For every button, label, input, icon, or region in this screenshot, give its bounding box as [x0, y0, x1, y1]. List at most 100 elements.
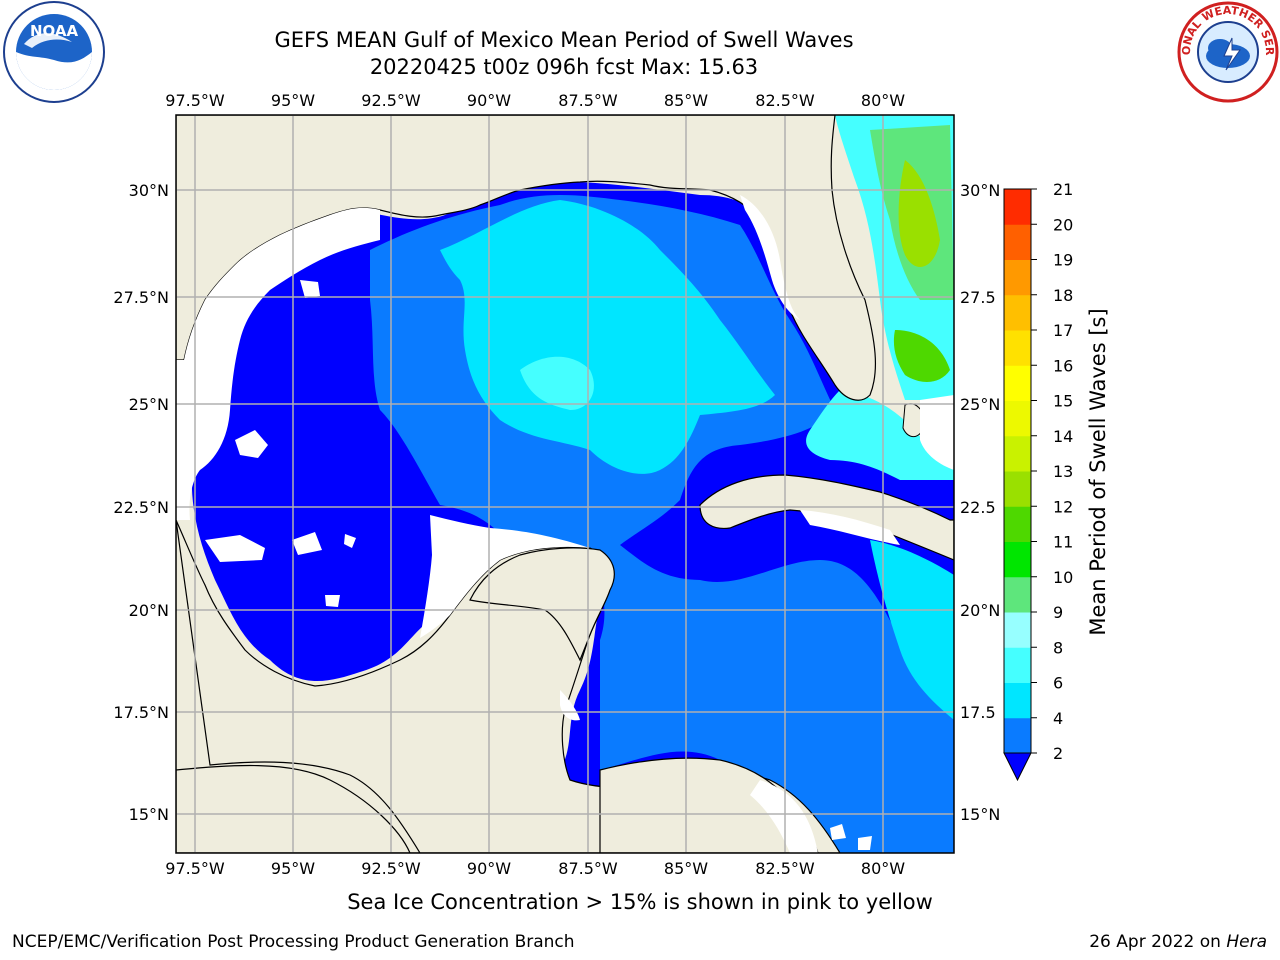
- footer-date-text: 26 Apr 2022 on: [1089, 932, 1227, 952]
- colorbar-segment: [1004, 647, 1031, 683]
- nodata-west-shelf: [176, 207, 380, 520]
- colorbar-segment: [1004, 506, 1031, 542]
- lon-label: 97.5°W: [165, 859, 225, 878]
- lat-label: 25°N: [960, 395, 1000, 414]
- colorbar-tick-label: 4: [1053, 709, 1063, 728]
- colorbar-tick-label: 13: [1053, 462, 1073, 481]
- lon-label: 82.5°W: [755, 91, 815, 110]
- colorbar-tick-label: 12: [1053, 497, 1073, 516]
- colorbar-segment: [1004, 294, 1031, 331]
- lon-label: 92.5°W: [361, 859, 421, 878]
- nodata-patch: [300, 280, 320, 298]
- nws-logo: NATIONAL WEATHER SERVICE: [1176, 0, 1279, 103]
- colorbar-ticks: 2 4 6 8 9 10 11 12 13 14 15 16 17 18 19 20 21: [1031, 180, 1073, 763]
- colorbar-segment: [1004, 576, 1031, 613]
- lat-label: 17.5: [960, 703, 996, 722]
- colorbar-under-triangle: [1003, 752, 1032, 782]
- lon-label: 90°W: [467, 859, 511, 878]
- lon-label: 95°W: [271, 91, 315, 110]
- chart-subtitle: 20220425 t00z 096h fcst Max: 15.63: [369, 55, 759, 79]
- lat-labels-right: 30°N 27.5 25°N 22.5 20°N 17.5 15°N: [960, 181, 1000, 824]
- colorbar: [1003, 188, 1032, 782]
- colorbar-tick-label: 21: [1053, 180, 1073, 199]
- gridlines: [176, 115, 954, 853]
- nodata-patch: [205, 535, 265, 562]
- colorbar-segment: [1004, 717, 1031, 754]
- lon-labels-bottom: 97.5°W 95°W 92.5°W 90°W 87.5°W 85°W 82.5…: [165, 859, 905, 878]
- colorbar-segment: [1004, 541, 1031, 578]
- colorbar-segment: [1004, 682, 1031, 719]
- nodata-patch: [344, 534, 356, 548]
- lat-label: 22.5°N: [113, 498, 169, 517]
- colorbar-segment: [1004, 224, 1031, 260]
- colorbar-tick-label: 2: [1053, 744, 1063, 763]
- colorbar-tick-label: 14: [1053, 427, 1073, 446]
- lat-label: 22.5: [960, 498, 996, 517]
- colorbar-tick-label: 19: [1053, 251, 1073, 270]
- colorbar-segment: [1004, 330, 1031, 366]
- nodata-patch: [292, 532, 322, 555]
- swell-band-straits: [806, 390, 954, 480]
- lat-label: 30°N: [960, 181, 1000, 200]
- nodata-patch: [325, 595, 340, 607]
- lon-label: 87.5°W: [558, 91, 618, 110]
- lat-labels-left: 30°N 27.5°N 25°N 22.5°N 20°N 17.5°N 15°N: [113, 181, 169, 824]
- lon-label: 80°W: [861, 859, 905, 878]
- land-cuba: [699, 474, 954, 561]
- footer-host: Hera: [1226, 932, 1267, 952]
- chart-title: GEFS MEAN Gulf of Mexico Mean Period of …: [274, 28, 854, 52]
- nodata-honduras-shelf: [750, 780, 818, 853]
- colorbar-segment: [1004, 259, 1031, 296]
- lat-label: 15°N: [960, 805, 1000, 824]
- colorbar-tick-label: 9: [1053, 603, 1063, 622]
- colorbar-tick-label: 16: [1053, 356, 1073, 375]
- sea-ice-note: Sea Ice Concentration > 15% is shown in …: [347, 890, 933, 914]
- colorbar-tick-label: 6: [1053, 674, 1063, 693]
- colorbar-segment: [1004, 400, 1031, 437]
- swell-band-4-6s: [440, 200, 775, 474]
- lon-label: 80°W: [861, 91, 905, 110]
- lon-label: 92.5°W: [361, 91, 421, 110]
- lon-labels-top: 97.5°W 95°W 92.5°W 90°W 87.5°W 85°W 82.5…: [165, 91, 905, 110]
- lat-label: 27.5: [960, 288, 996, 307]
- nodata-east: [920, 395, 954, 470]
- colorbar-tick-label: 10: [1053, 568, 1073, 587]
- lat-label: 27.5°N: [113, 288, 169, 307]
- colorbar-segment: [1004, 471, 1031, 507]
- lon-label: 85°W: [664, 859, 708, 878]
- colorbar-tick-label: 20: [1053, 215, 1073, 234]
- lat-label: 15°N: [129, 805, 169, 824]
- lon-label: 87.5°W: [558, 859, 618, 878]
- noaa-logo-text: NOAA: [30, 22, 79, 40]
- atlantic-swell-lime: [898, 160, 940, 267]
- nodata-patch: [830, 824, 846, 840]
- swell-band-east: [870, 540, 954, 720]
- colorbar-segment: [1004, 189, 1031, 225]
- lat-label: 20°N: [960, 601, 1000, 620]
- lat-label: 25°N: [129, 395, 169, 414]
- colorbar-tick-label: 18: [1053, 286, 1073, 305]
- colorbar-segment: [1004, 612, 1031, 648]
- map-area: [176, 115, 954, 853]
- lon-label: 85°W: [664, 91, 708, 110]
- nodata-yucatan-channel: [560, 690, 580, 721]
- footer-date: 26 Apr 2022 on Hera: [1089, 932, 1267, 952]
- colorbar-tick-label: 15: [1053, 392, 1073, 411]
- colorbar-label: Mean Period of Swell Waves [s]: [1086, 308, 1110, 635]
- swell-band-6-8s: [520, 356, 594, 410]
- nodata-cuba-south: [800, 510, 900, 545]
- footer-credit: NCEP/EMC/Verification Post Processing Pr…: [12, 932, 575, 952]
- nodata-patch: [858, 836, 872, 850]
- lat-label: 30°N: [129, 181, 169, 200]
- nodata-patch: [235, 430, 268, 458]
- colorbar-segment: [1004, 435, 1031, 472]
- map-frame: [175, 114, 955, 854]
- atlantic-swell-green-2: [893, 330, 950, 382]
- colorbar-segment: [1004, 365, 1031, 401]
- nodata-campeche-shelf: [420, 515, 590, 638]
- colorbar-tick-label: 8: [1053, 638, 1063, 657]
- lon-label: 95°W: [271, 859, 315, 878]
- noaa-logo: NOAA: [3, 1, 105, 103]
- lon-label: 97.5°W: [165, 91, 225, 110]
